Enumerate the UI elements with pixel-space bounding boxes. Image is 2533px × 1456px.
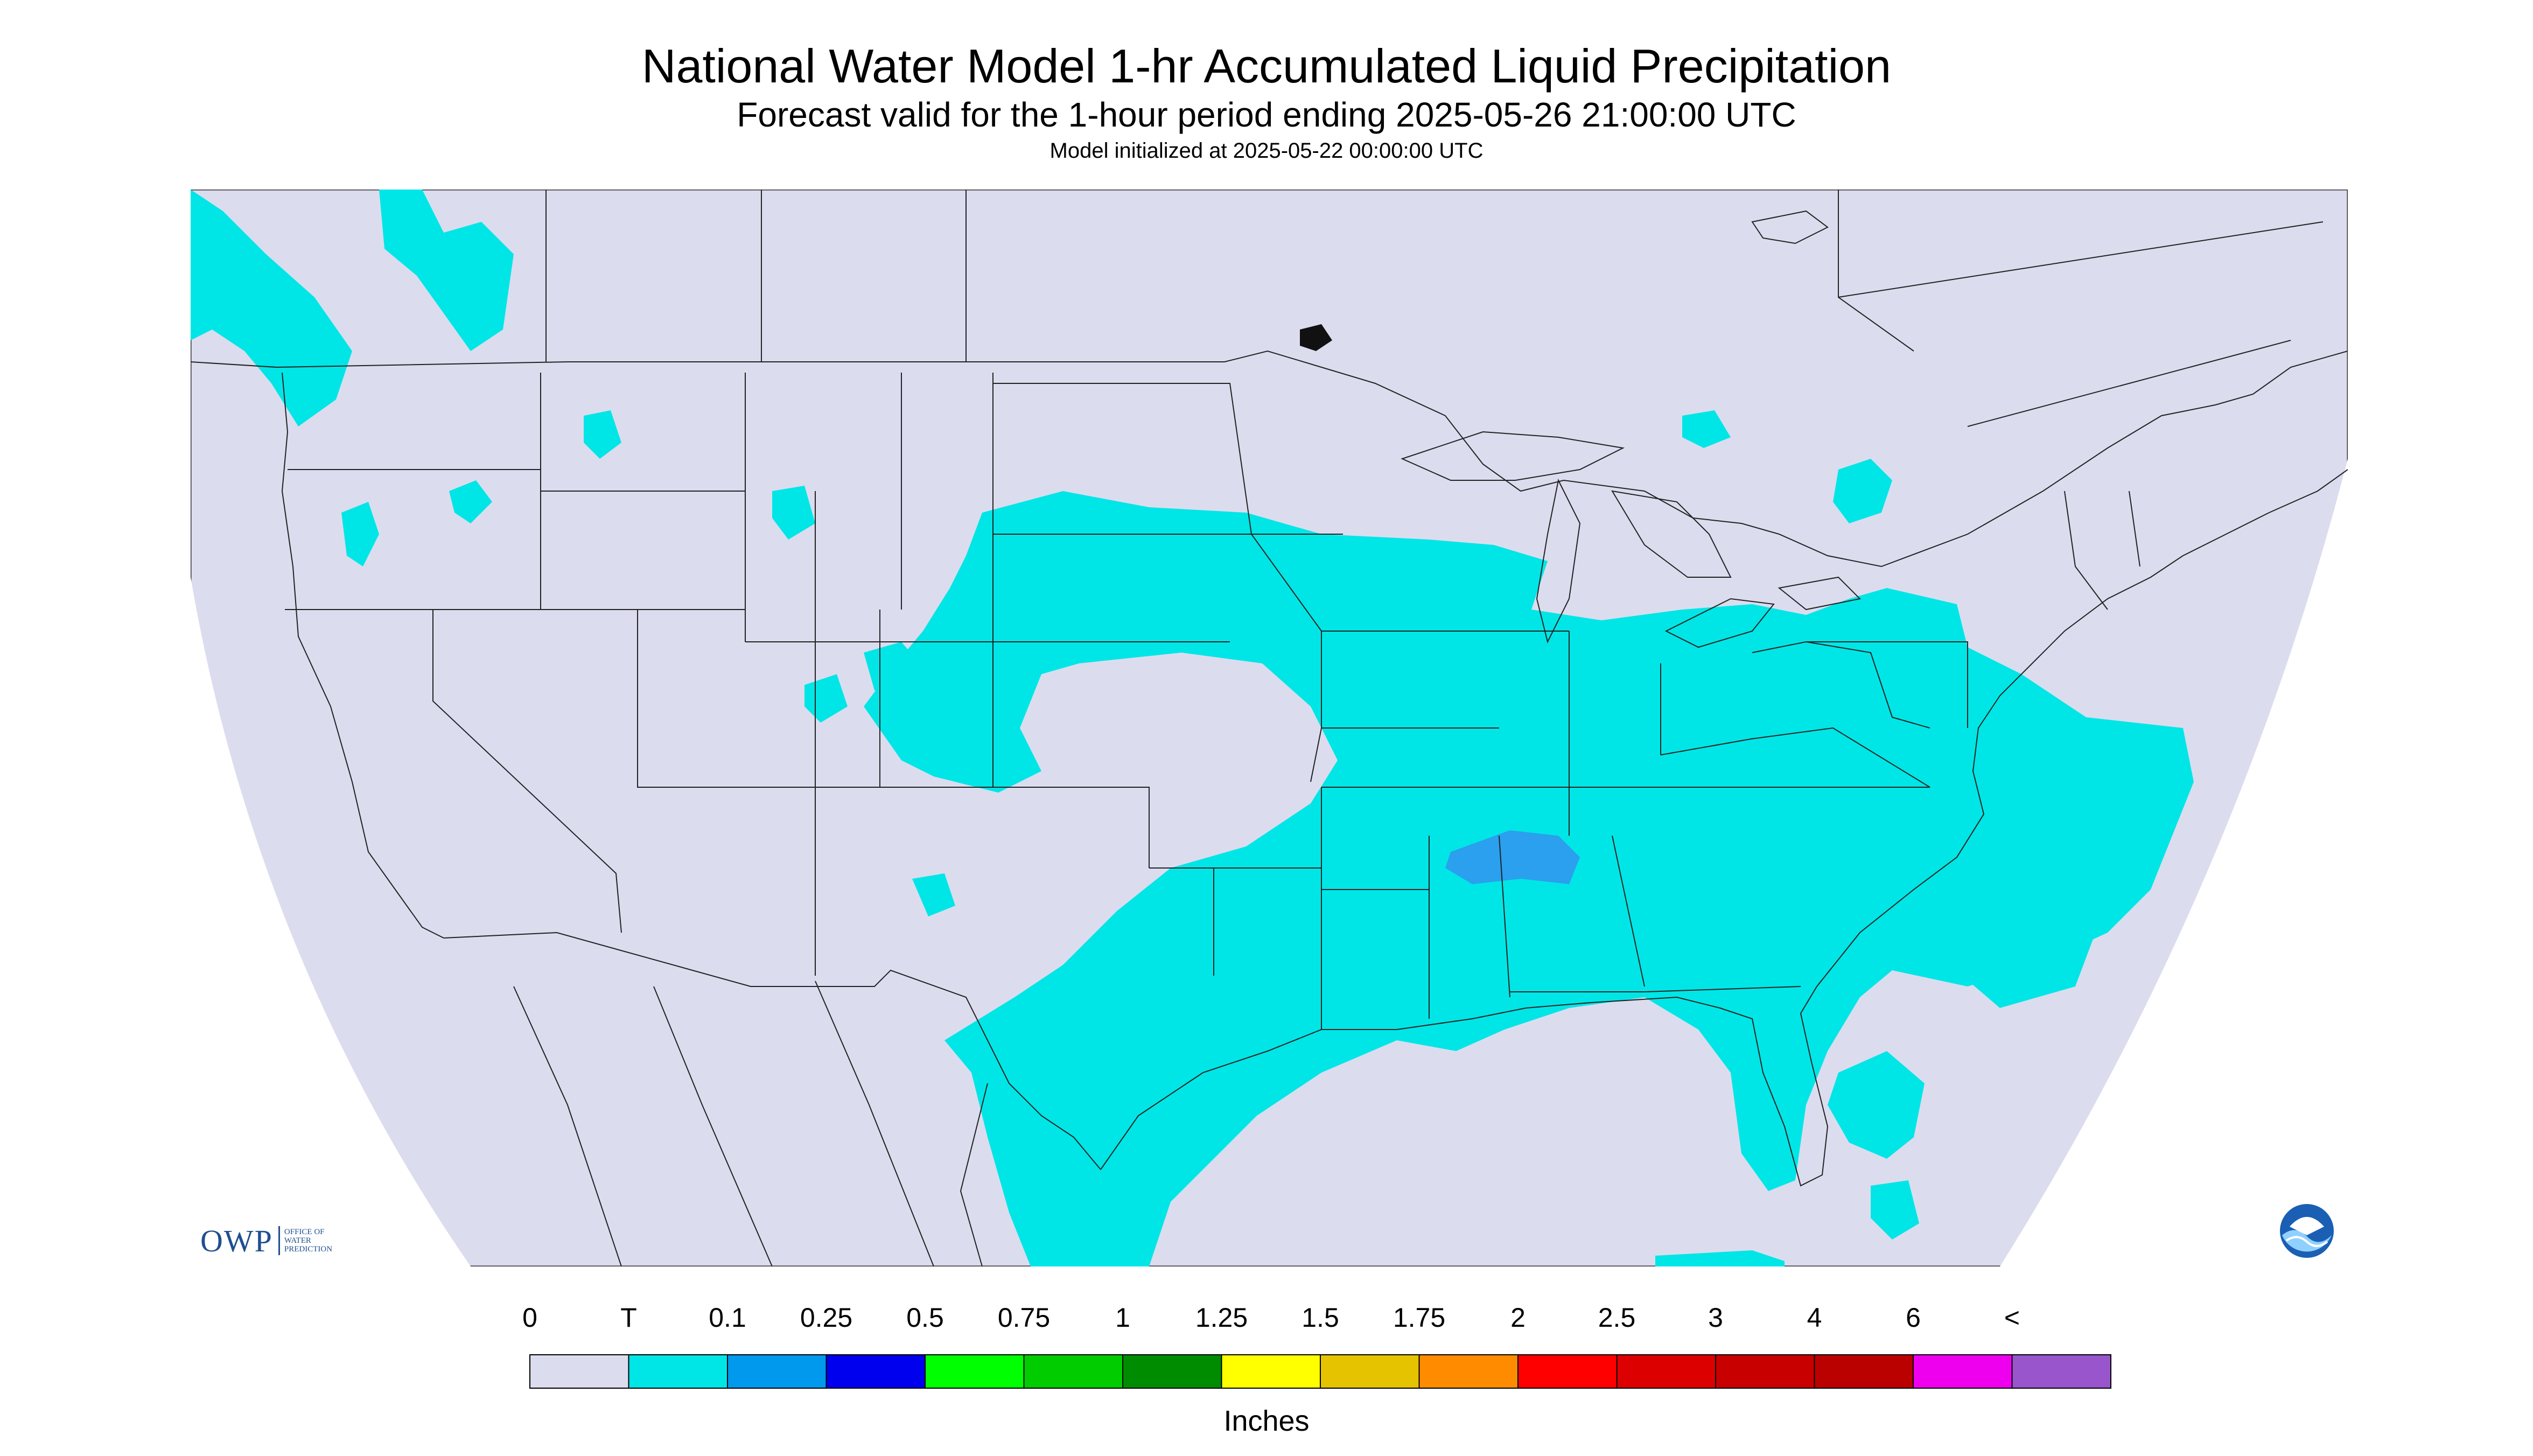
legend-label: < — [2004, 1303, 2020, 1333]
projection-mask-left — [191, 577, 471, 1266]
legend-swatch — [1517, 1354, 1618, 1389]
map-title: National Water Model 1-hr Accumulated Li… — [641, 39, 1892, 93]
legend-label: 0 — [522, 1303, 537, 1333]
legend-label: 0.1 — [709, 1303, 746, 1333]
legend-swatch — [628, 1354, 728, 1389]
legend-swatch — [1418, 1354, 1519, 1389]
owp-line-2: WATER — [284, 1236, 311, 1245]
heavy-precip-area — [1445, 830, 1580, 884]
legend-label: 2.5 — [1598, 1303, 1636, 1333]
legend-label: 2 — [1510, 1303, 1526, 1333]
legend-swatch — [1913, 1354, 2013, 1389]
precipitation-map — [191, 190, 2348, 1266]
legend-swatch — [1320, 1354, 1420, 1389]
legend-label: 0.75 — [997, 1303, 1051, 1333]
legend-label: 6 — [1906, 1303, 1921, 1333]
legend-swatch — [925, 1354, 1025, 1389]
owp-line-3: PREDICTION — [284, 1245, 333, 1254]
legend-swatch — [2011, 1354, 2111, 1389]
legend-label: 1 — [1115, 1303, 1130, 1333]
legend-label: 1.5 — [1302, 1303, 1339, 1333]
legend-swatch — [1221, 1354, 1321, 1389]
legend-swatch — [529, 1354, 629, 1389]
legend-swatch — [1715, 1354, 1815, 1389]
owp-logo: OWP OFFICE OF WATER PREDICTION — [200, 1221, 332, 1260]
owp-logo-text: OWP — [200, 1223, 273, 1258]
legend-swatch — [1616, 1354, 1716, 1389]
legend-swatch — [825, 1354, 926, 1389]
legend-units: Inches — [1223, 1405, 1310, 1437]
legend-label: 0.5 — [906, 1303, 944, 1333]
legend-label: 0.25 — [800, 1303, 853, 1333]
legend-label: 1.75 — [1393, 1303, 1446, 1333]
map-subtitle: Forecast valid for the 1-hour period end… — [737, 95, 1796, 134]
owp-line-1: OFFICE OF — [284, 1228, 325, 1236]
legend-swatch — [1814, 1354, 1914, 1389]
noaa-logo — [2280, 1204, 2334, 1258]
legend-label: 4 — [1807, 1303, 1822, 1333]
legend-swatch — [1122, 1354, 1222, 1389]
legend-label: 3 — [1708, 1303, 1723, 1333]
legend-label: 1.25 — [1195, 1303, 1248, 1333]
owp-logo-divider — [278, 1226, 280, 1255]
legend-label: T — [620, 1303, 637, 1333]
projection-mask-right — [2000, 459, 2348, 1266]
owp-logo-subtext: OFFICE OF WATER PREDICTION — [284, 1228, 332, 1254]
legend-swatch — [727, 1354, 827, 1389]
model-init-text: Model initialized at 2025-05-22 00:00:00… — [1049, 139, 1484, 163]
legend-swatch — [1023, 1354, 1123, 1389]
great-lakes — [1401, 431, 1862, 648]
map-features — [1300, 210, 1829, 351]
